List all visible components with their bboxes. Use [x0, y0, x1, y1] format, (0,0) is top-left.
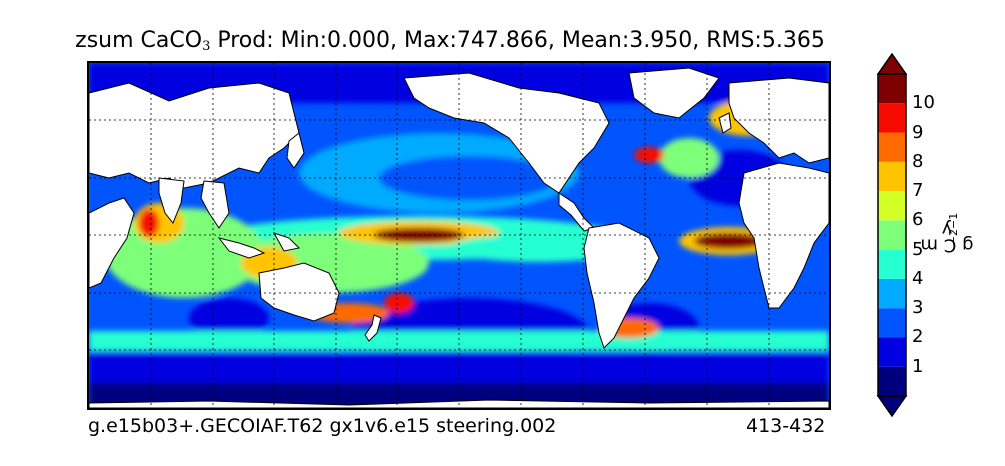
- colorbar-tick-label: 4: [912, 267, 924, 289]
- map-title: zsum CaCO3 Prod: Min:0.000, Max:747.866,…: [0, 28, 900, 54]
- land: [89, 67, 829, 408]
- colorbar-tick-label: 8: [912, 150, 924, 172]
- ocean-field-map: [89, 63, 829, 408]
- case-name: g.e15b03+.GECOIAF.T62 gx1v6.e15 steering…: [88, 415, 557, 437]
- colorbar-segment: [878, 337, 906, 367]
- colorbar-segments: [878, 74, 906, 396]
- colorbar-extend-min: [876, 395, 908, 418]
- colorbar-tick-label: 6: [912, 209, 924, 231]
- title-stats: Prod: Min:0.000, Max:747.866, Mean:3.950…: [210, 28, 825, 53]
- units-mid: y: [941, 218, 953, 240]
- map-panel: [87, 61, 831, 410]
- colorbar: [876, 52, 908, 418]
- colorbar-segment: [878, 74, 906, 104]
- colorbar-tick-label: 9: [912, 121, 924, 143]
- title-subscript: 3: [202, 39, 211, 54]
- colorbar-segment: [878, 191, 906, 221]
- colorbar-tick-label: 2: [912, 326, 924, 348]
- colorbar-segment: [878, 366, 906, 396]
- colorbar-tick-label: 5: [912, 238, 924, 260]
- colorbar-segment: [878, 103, 906, 133]
- colorbar-tick-label: 10: [912, 92, 935, 114]
- gridlines: [89, 63, 829, 408]
- colorbar-segment: [878, 132, 906, 162]
- colorbar-tick-label: 1: [912, 355, 924, 377]
- colorbar-segment: [878, 278, 906, 309]
- year-range: 413-432: [746, 415, 826, 437]
- colorbar-segment: [878, 249, 906, 279]
- colorbar-tick-label: 7: [912, 180, 924, 202]
- colorbar-segment: [878, 220, 906, 250]
- title-variable: zsum CaCO: [75, 28, 203, 53]
- colorbar-extend-max: [876, 52, 908, 75]
- colorbar-segment: [878, 308, 906, 338]
- colorbar-segment: [878, 161, 906, 192]
- colorbar-frame: [877, 73, 907, 397]
- colorbar-tick-label: 3: [912, 297, 924, 319]
